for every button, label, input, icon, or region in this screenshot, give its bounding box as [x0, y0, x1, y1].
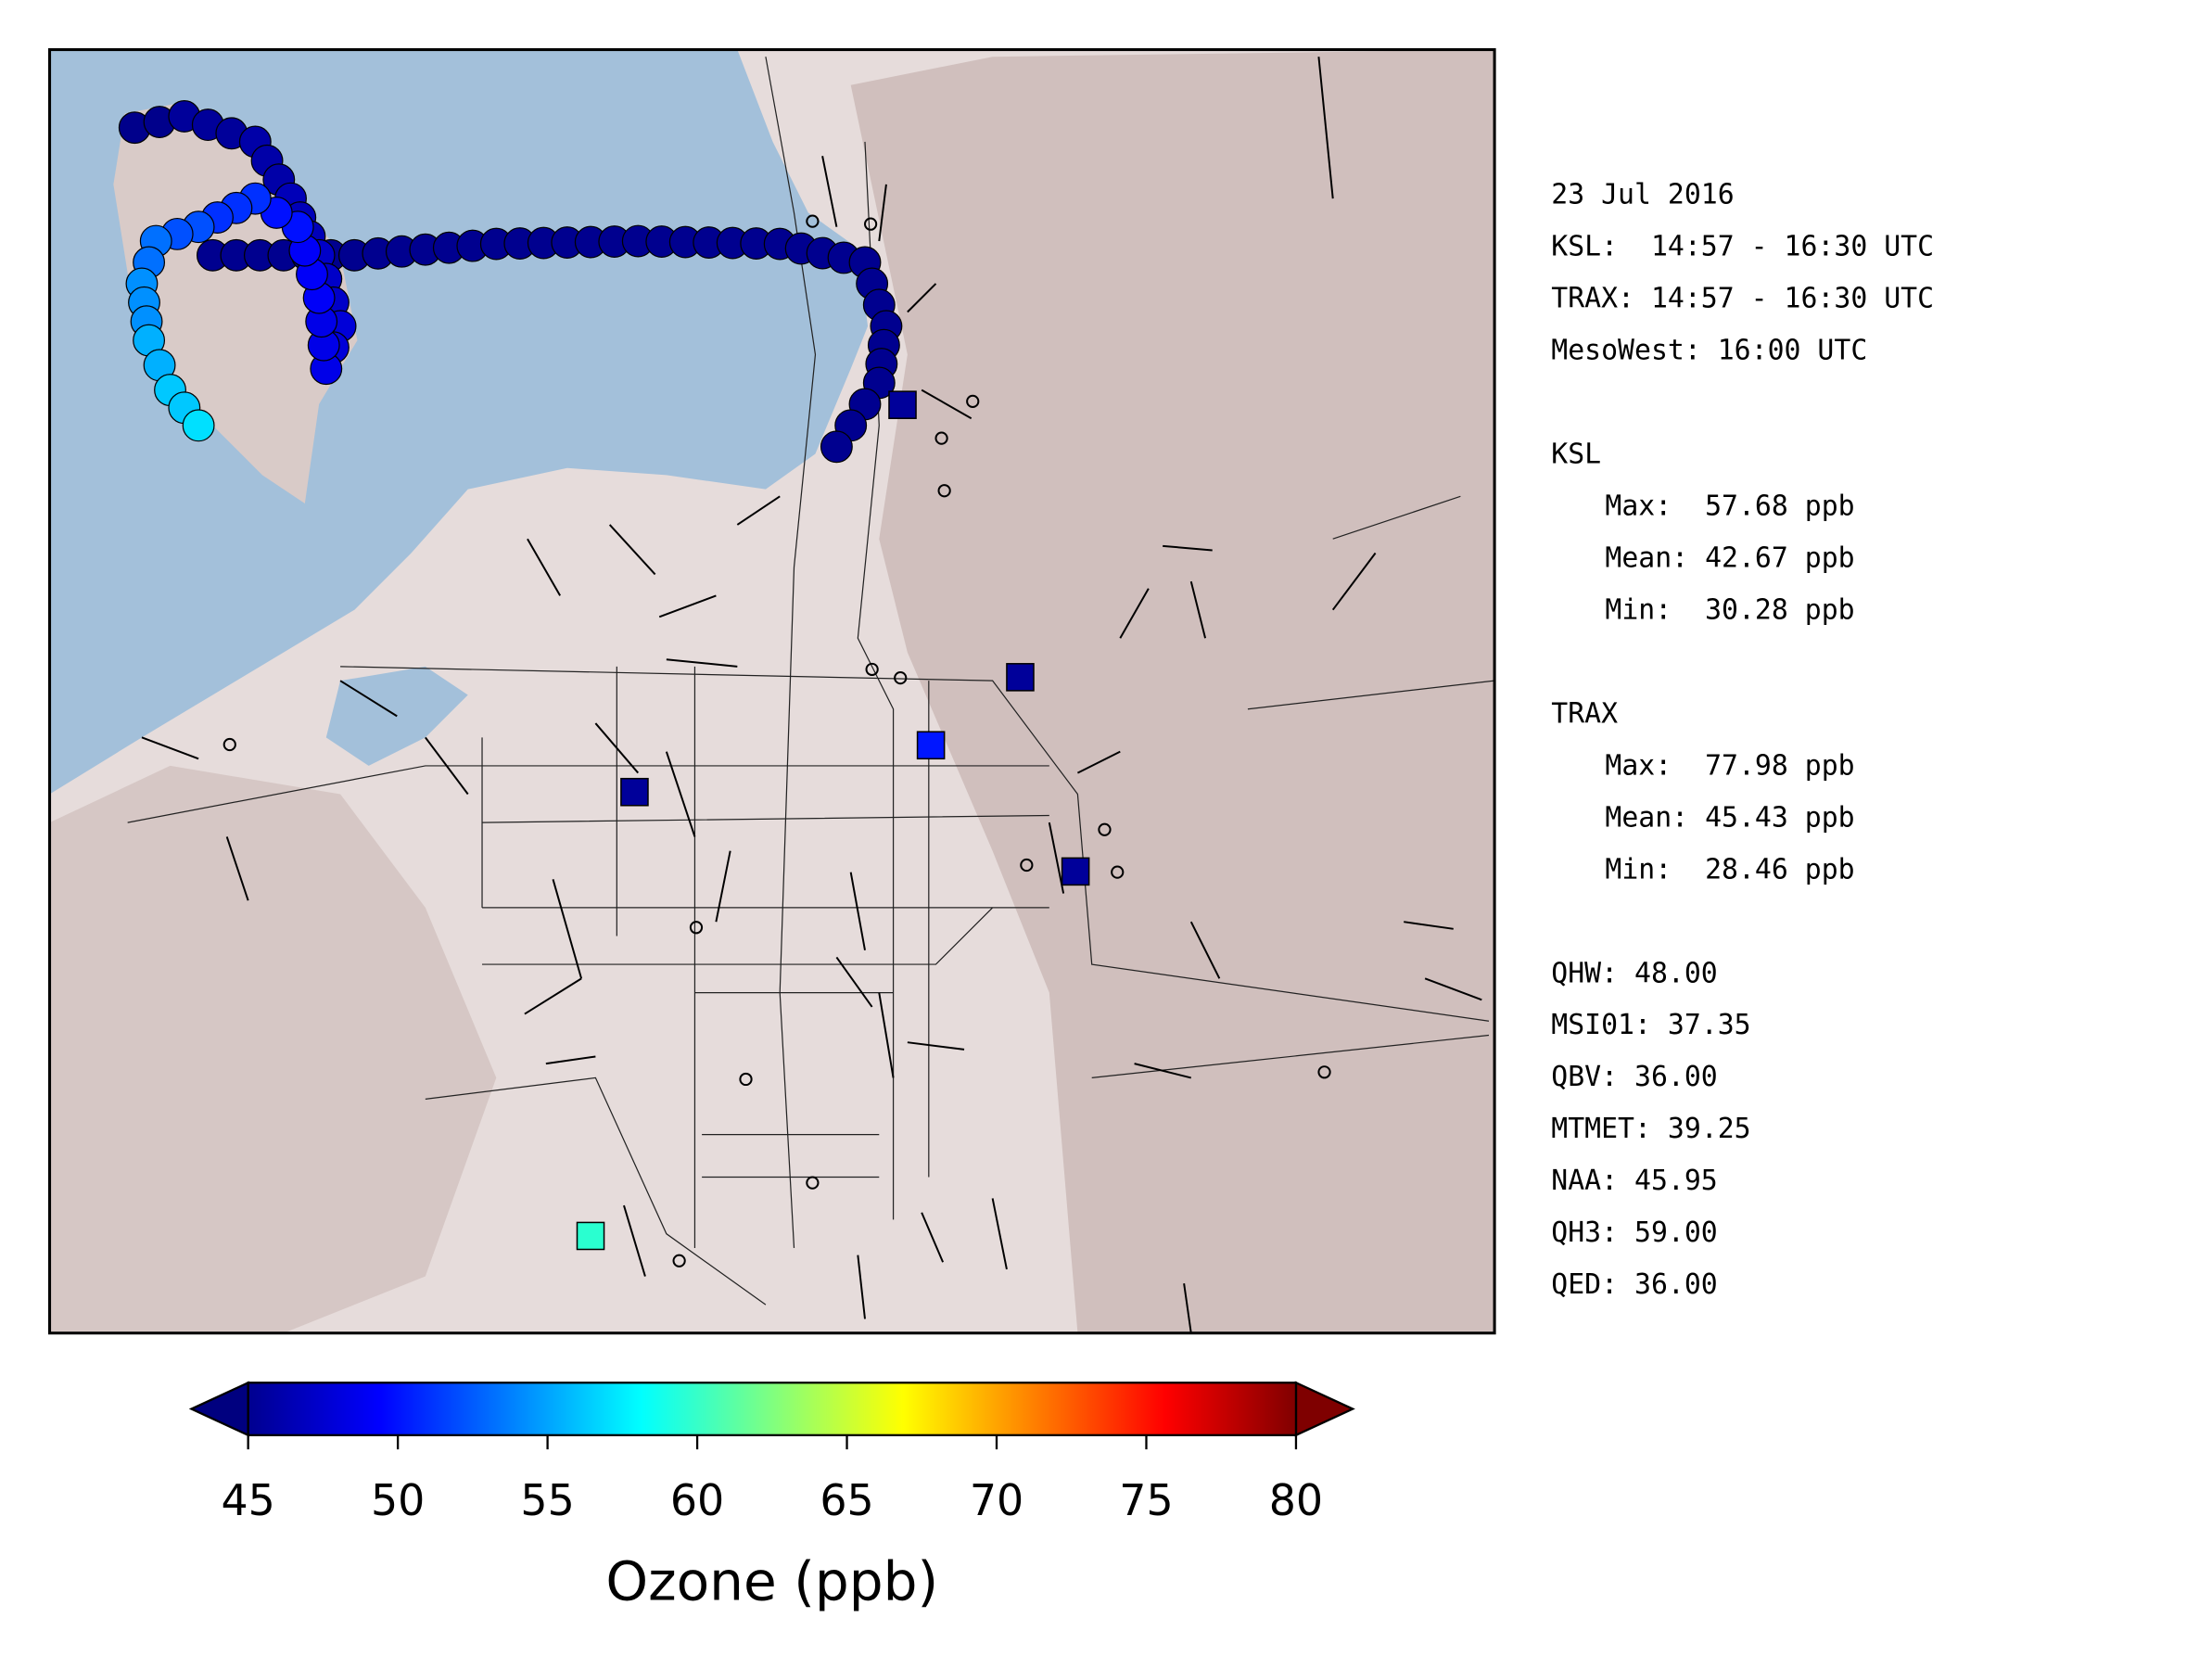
info-line: Max: 57.68 ppb — [1605, 490, 1854, 522]
colorbar-tick-label: 55 — [520, 1475, 574, 1525]
info-line: QHW: 48.00 — [1551, 957, 1718, 989]
info-line: QED: 36.00 — [1551, 1268, 1718, 1301]
colorbar: Ozone (ppb) 45 50 55 60 65 70 75 80 — [188, 1381, 1355, 1612]
info-line: Min: 30.28 ppb — [1605, 593, 1854, 626]
info-line: MSI01: 37.35 — [1551, 1009, 1750, 1041]
ksl-track — [118, 99, 903, 464]
colorbar-tick-label: 80 — [1269, 1475, 1323, 1525]
info-line: MesoWest: 16:00 UTC — [1551, 335, 1867, 367]
info-panel: 23 Jul 2016 KSL: 14:57 - 16:30 UTC TRAX: 1… — [1551, 179, 1934, 1302]
info-line: Min: 28.46 ppb — [1605, 853, 1854, 885]
colorbar-tick-label: 50 — [371, 1475, 425, 1525]
info-line: KSL — [1551, 438, 1601, 470]
colorbar-tick-label: 70 — [970, 1475, 1023, 1525]
info-line: TRAX — [1551, 697, 1618, 730]
wind-barbs — [141, 57, 1482, 1333]
trax-stations — [576, 390, 1090, 1251]
info-line: TRAX: 14:57 - 16:30 UTC — [1551, 283, 1934, 315]
track-point — [182, 409, 215, 442]
colorbar-tick-label: 75 — [1119, 1475, 1173, 1525]
colorbar-label: Ozone (ppb) — [605, 1549, 938, 1612]
mesowest-stations — [222, 214, 1331, 1267]
info-line: KSL: 14:57 - 16:30 UTC — [1551, 231, 1934, 263]
info-line: NAA: 45.95 — [1551, 1165, 1718, 1197]
info-line: Max: 77.98 ppb — [1605, 749, 1854, 782]
map — [49, 49, 1495, 1333]
mountains — [850, 49, 1495, 1333]
info-line: QH3: 59.00 — [1551, 1217, 1718, 1249]
colorbar-tick-label: 45 — [221, 1475, 274, 1525]
colorbar-gradient — [247, 1382, 1298, 1436]
colorbar-high-extend — [1294, 1381, 1355, 1437]
track-point — [820, 430, 853, 464]
mountains — [49, 765, 497, 1333]
map-frame — [48, 48, 1496, 1335]
info-line: Mean: 42.67 ppb — [1605, 541, 1854, 574]
info-line: QBV: 36.00 — [1551, 1061, 1718, 1093]
info-line: Mean: 45.43 ppb — [1605, 801, 1854, 834]
colorbar-low-extend — [188, 1381, 249, 1437]
info-line: 23 Jul 2016 — [1551, 179, 1734, 211]
colorbar-tick-label: 60 — [670, 1475, 724, 1525]
info-line: MTMET: 39.25 — [1551, 1113, 1750, 1145]
colorbar-tick-label: 65 — [820, 1475, 873, 1525]
